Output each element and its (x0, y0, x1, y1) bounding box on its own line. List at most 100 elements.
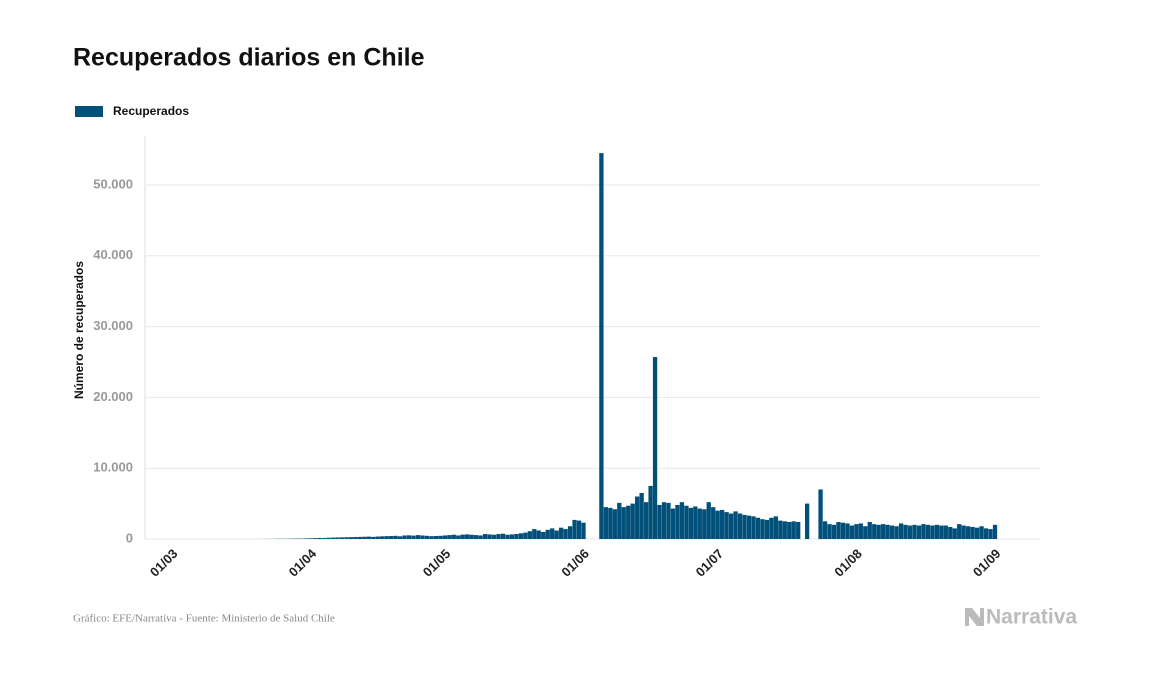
bar (482, 534, 488, 539)
bar (362, 536, 367, 539)
chart-title: Recuperados diarios en Chile (73, 44, 425, 72)
bar (881, 524, 886, 539)
bar (451, 534, 456, 539)
bar (617, 502, 622, 539)
y-axis-label: Número de recuperados (72, 261, 86, 399)
bar (474, 535, 479, 539)
bar (536, 530, 541, 539)
bar (778, 520, 783, 539)
bar (894, 526, 899, 539)
bar (751, 516, 756, 539)
bar (827, 524, 832, 539)
bar (885, 524, 890, 539)
bar (389, 536, 394, 539)
bar (849, 525, 855, 539)
bar (697, 508, 702, 539)
bar (845, 523, 850, 539)
bar (626, 505, 631, 539)
bar (496, 534, 501, 539)
bar (921, 524, 926, 539)
bar (465, 534, 470, 539)
bar (541, 531, 546, 539)
bar (903, 524, 908, 539)
bar (608, 507, 613, 539)
bar (317, 537, 322, 539)
x-tick-label: 01/08 (831, 546, 865, 580)
bar (711, 507, 716, 539)
bar (433, 536, 439, 539)
bar (612, 509, 617, 539)
bar (728, 513, 734, 539)
bar (639, 492, 644, 539)
x-tick-label: 01/05 (420, 546, 454, 580)
bar (648, 485, 653, 539)
bar (460, 534, 465, 539)
bar (706, 502, 711, 539)
bar (966, 526, 971, 539)
bar (402, 535, 407, 539)
bar (652, 357, 658, 539)
bar (563, 529, 568, 539)
bar (939, 525, 944, 539)
bar (415, 535, 421, 539)
bar (666, 502, 671, 539)
bar (764, 519, 770, 539)
bar (335, 537, 340, 539)
x-tick-label: 01/04 (286, 545, 320, 579)
bar (742, 514, 747, 539)
bar (688, 507, 693, 539)
y-tick-label: 40.000 (93, 247, 133, 262)
bar (836, 522, 841, 539)
bar (889, 525, 895, 539)
bar (961, 525, 966, 539)
y-tick-label: 10.000 (93, 460, 133, 475)
bar (456, 535, 461, 539)
bar (737, 513, 743, 539)
bar (854, 524, 859, 539)
bar (796, 522, 801, 539)
bar (983, 528, 989, 539)
x-tick-label: 01/09 (970, 546, 1004, 580)
bar (769, 517, 774, 539)
bar (979, 526, 984, 539)
bar (438, 535, 443, 539)
bar (420, 535, 425, 539)
bar (442, 535, 447, 539)
bar (500, 533, 506, 539)
bar (523, 532, 528, 539)
bar (760, 519, 765, 539)
bar (773, 516, 778, 539)
bar (867, 522, 872, 539)
bar (397, 536, 403, 539)
bar (599, 153, 604, 539)
brand-logo: Narrativa (965, 606, 1077, 629)
bar (791, 521, 796, 539)
bar (603, 507, 609, 539)
bar (527, 531, 532, 539)
bar (366, 536, 371, 539)
bar (384, 536, 389, 539)
bar (509, 534, 515, 539)
bar (876, 524, 881, 539)
bar (702, 509, 707, 539)
bar (321, 538, 327, 539)
bar (974, 527, 980, 539)
bar (782, 521, 787, 539)
bar (733, 511, 738, 539)
bar (822, 521, 828, 539)
bar (992, 524, 998, 539)
bar (532, 529, 537, 539)
bar (558, 527, 564, 539)
bar (567, 526, 573, 539)
bar (339, 537, 345, 539)
bar (487, 534, 492, 539)
bar (948, 526, 953, 539)
bar (429, 536, 434, 539)
bar (925, 524, 931, 539)
bar (818, 489, 823, 539)
bar (804, 503, 810, 539)
bar (943, 525, 948, 539)
bar (970, 526, 975, 539)
bar (581, 522, 586, 539)
